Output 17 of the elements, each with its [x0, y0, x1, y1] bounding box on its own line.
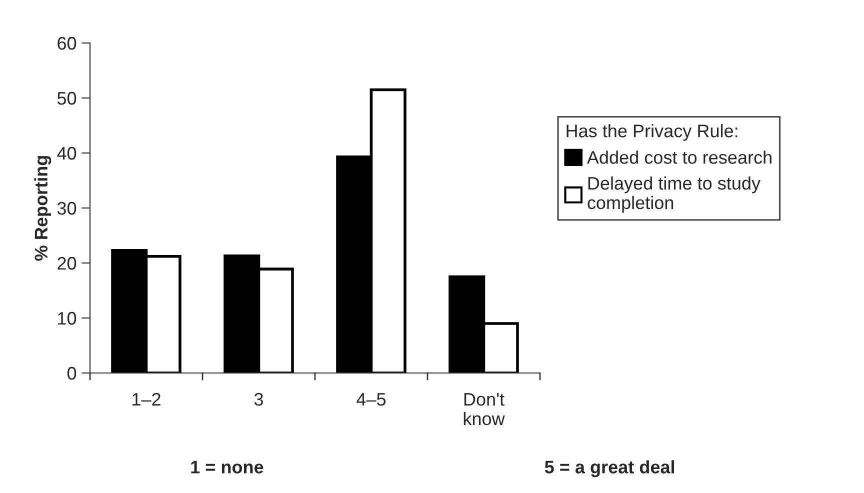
y-tick-label: 40: [57, 146, 76, 160]
y-axis-title: % Reporting: [34, 156, 52, 261]
y-tick-label: 50: [57, 92, 76, 105]
y-tick-label: 10: [58, 312, 76, 325]
text: 1 = none: [191, 460, 264, 474]
x-tick-label: 1–2: [132, 392, 160, 406]
y-tick-label: 20: [58, 256, 76, 270]
text: 5 = a great deal: [544, 460, 674, 478]
legend-label: Added cost to research: [586, 150, 772, 164]
x-tick-label: Don't know: [464, 393, 505, 426]
legend-label: Delayed time to study completion: [588, 176, 760, 213]
y-tick-label: 30: [57, 202, 76, 215]
x-tick-label: 4–5: [356, 393, 386, 406]
y-tick-label: 0: [67, 366, 76, 380]
y-tick-label: 60: [58, 36, 76, 50]
legend-title: Has the Privacy Rule:: [566, 124, 738, 141]
x-tick-label: 3: [254, 392, 263, 406]
